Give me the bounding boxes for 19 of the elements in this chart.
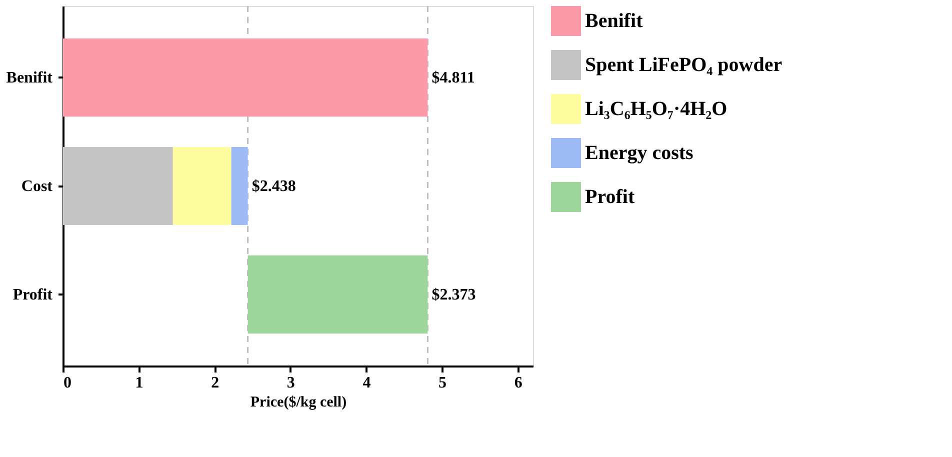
y-tick-label: Profit bbox=[12, 286, 54, 304]
x-tick-label: 1 bbox=[135, 374, 144, 392]
x-tick-label: 4 bbox=[362, 374, 371, 392]
x-axis-title: Price($/kg cell) bbox=[250, 394, 347, 410]
x-tick-label: 5 bbox=[438, 374, 447, 392]
x-tick-label: 0 bbox=[64, 374, 72, 392]
legend-label: Benifit bbox=[585, 10, 644, 32]
legend-label: Energy costs bbox=[585, 142, 694, 164]
y-tick-label: Benifit bbox=[6, 70, 54, 87]
total-label: $2.438 bbox=[252, 178, 296, 195]
legend-label: Li₃C₆H₅O₇·4H₂O bbox=[585, 98, 728, 120]
legend-label: Profit bbox=[585, 186, 635, 208]
y-tick-label: Cost bbox=[21, 178, 54, 195]
total-label: $4.811 bbox=[432, 70, 475, 87]
x-tick-label: 2 bbox=[211, 374, 220, 392]
legend-label: Spent LiFePO₄ powder bbox=[585, 54, 782, 76]
x-tick-label: 6 bbox=[514, 374, 522, 392]
x-tick-label: 3 bbox=[286, 374, 295, 392]
total-label: $2.373 bbox=[432, 286, 476, 304]
